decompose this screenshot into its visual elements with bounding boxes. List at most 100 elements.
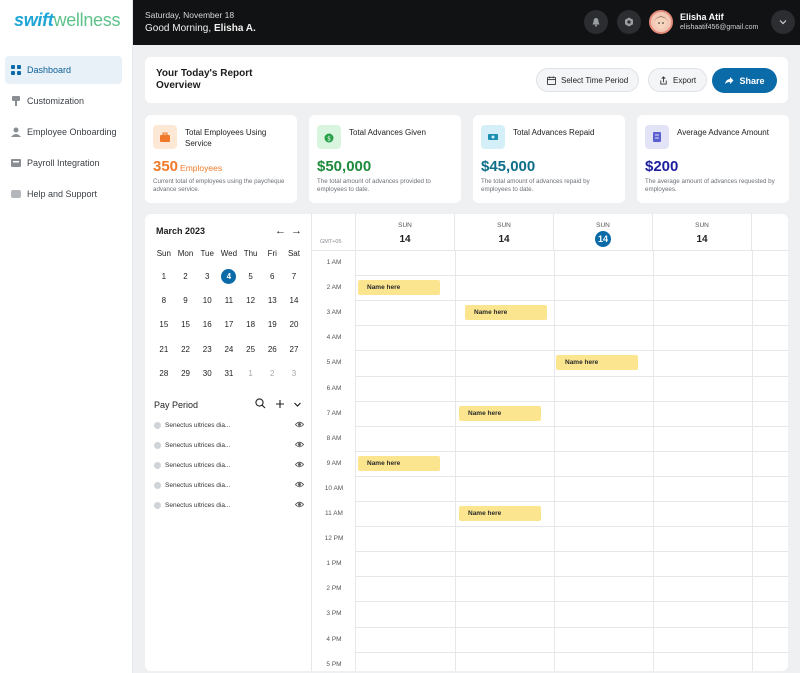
share-button[interactable]: Share [712,68,777,93]
calendar-day[interactable]: 18 [246,320,256,330]
notification-button[interactable] [584,10,608,34]
weekday-label: Sun [156,248,171,258]
day-gridline [653,250,654,671]
calendar-event[interactable]: Name here [556,355,638,371]
day-gridline [455,250,456,671]
add-icon[interactable] [275,400,288,412]
status-dot [154,421,161,429]
swiftwellness-logo[interactable]: swiftwellness [14,10,121,30]
calendar-day[interactable]: 8 [161,296,167,306]
day-gridline [554,250,555,671]
calendar-day[interactable]: 25 [246,344,256,354]
calendar-day[interactable]: 19 [267,320,277,330]
week-view: GMT+05 1 AM 2 AM 3 AM 4 AM 5 AM 6 AM 7 AM 8 AM 9… [312,214,788,671]
day-header[interactable]: SUN 14 [653,214,752,250]
calendar-day[interactable]: 15 [181,320,190,330]
calendar-day[interactable]: 11 [224,296,234,306]
calendar-day[interactable]: 1 [248,369,253,379]
user-menu-button[interactable] [771,10,795,34]
sidebar-item-payroll-integration[interactable]: Payroll Integration [5,149,122,177]
export-button[interactable]: Export [648,68,708,92]
pay-period-item[interactable]: Senectus ultrices dia... [154,459,304,471]
calendar-day[interactable]: 9 [183,296,188,306]
calendar-day[interactable]: 10 [202,296,212,306]
calendar-event[interactable]: Name here [358,280,440,296]
calendar-day[interactable]: 5 [248,271,253,281]
calendar-day[interactable]: 20 [289,320,299,330]
calendar-day[interactable]: 30 [202,369,212,379]
sidebar-item-customization[interactable]: Customization [5,87,122,115]
user-email: elishaatif456@gmail.com [680,24,759,31]
hour-gridline [356,400,788,402]
calendar-event[interactable]: Name here [459,506,541,521]
avatar[interactable] [649,10,673,34]
cash-icon [481,125,505,149]
day-header[interactable]: SUN 14 [356,214,455,250]
hour-gridline [356,651,788,653]
calendar-day[interactable]: 29 [181,369,190,379]
settings-button[interactable] [617,10,641,34]
hour-label: 1 PM [326,560,342,568]
day-header[interactable]: SUN 14 [554,214,653,250]
weekday-label: Mon [177,248,194,258]
calendar-day[interactable]: 13 [267,296,277,306]
pay-period-actions [255,398,302,412]
calendar-day[interactable]: 12 [246,296,256,306]
stat-value: $50,000 [317,158,372,175]
calendar-day[interactable]: 22 [181,344,190,354]
pay-period-item[interactable]: Senectus ultrices dia... [154,439,304,451]
calendar-day[interactable]: 16 [202,320,212,330]
calendar-day[interactable]: 21 [159,344,169,354]
calendar-day[interactable]: 24 [224,344,234,354]
calendar-day[interactable]: 14 [289,296,299,306]
calendar-event[interactable]: Name here [465,305,547,321]
calendar-day[interactable]: 23 [202,344,212,354]
pay-period-item[interactable]: Senectus ultrices dia... [154,499,304,511]
hour-gridline [356,375,788,377]
sidebar-item-help-and-support[interactable]: Help and Support [5,180,122,208]
hour-gridline [356,551,788,553]
calendar-day[interactable]: 27 [289,344,299,354]
calendar-event[interactable]: Name here [459,405,541,421]
calendar-day[interactable]: 28 [159,369,169,379]
calendar-day[interactable]: 2 [270,369,275,379]
calendar-grid: Sun Mon Tue Wed Thu Fri Sat 1 2 3 4 5 6 7 8 9 10 11 12 13 14… [153,247,305,386]
pay-period-item[interactable]: Senectus ultrices dia... [154,479,304,491]
calendar-day[interactable]: 17 [224,320,234,330]
sidebar-item-dashboard[interactable]: Dashboard [5,56,122,84]
calendar-day[interactable]: 4 [218,268,240,284]
hour-gridline [356,275,788,277]
sidebar: swiftwellness Dashboard Customization Em… [0,0,133,673]
sidebar-item-employee-onboarding[interactable]: Employee Onboarding [5,118,122,146]
calendar-day[interactable]: 1 [161,271,167,281]
calendar-day[interactable]: 6 [270,271,275,281]
calendar-event[interactable]: Name here [358,455,440,471]
calendar-day[interactable]: 31 [224,369,234,379]
calendar-day[interactable]: 2 [183,271,188,281]
day-header[interactable]: SUN 14 [455,214,554,250]
calendar-day[interactable]: 7 [291,271,297,281]
hour-label: 4 PM [326,635,342,643]
eye-icon[interactable] [295,420,304,429]
hour-label: 2 PM [326,585,342,593]
pay-period-item[interactable]: Senectus ultrices dia... [154,419,304,431]
calendar-day[interactable]: 26 [267,344,277,354]
hour-gridline [356,475,788,477]
search-icon[interactable] [255,398,269,412]
prev-month-button[interactable]: ← [275,225,286,237]
eye-icon[interactable] [295,460,304,469]
calendar-day[interactable]: 3 [204,271,210,281]
eye-icon[interactable] [295,440,304,449]
gear-icon [625,17,633,27]
chevron-down-icon[interactable] [293,400,302,412]
grid-icon [11,65,21,75]
select-time-period-button[interactable]: Select Time Period [536,68,640,92]
calendar-day[interactable]: 15 [159,320,169,330]
weekday-label: Sat [287,248,300,258]
next-month-button[interactable]: → [291,225,302,237]
calendar-day[interactable]: 3 [291,369,297,379]
eye-icon[interactable] [295,500,304,509]
chevron-down-icon [779,20,787,25]
calendar-week: 8 9 10 11 12 13 14 [153,288,305,312]
eye-icon[interactable] [295,480,304,489]
